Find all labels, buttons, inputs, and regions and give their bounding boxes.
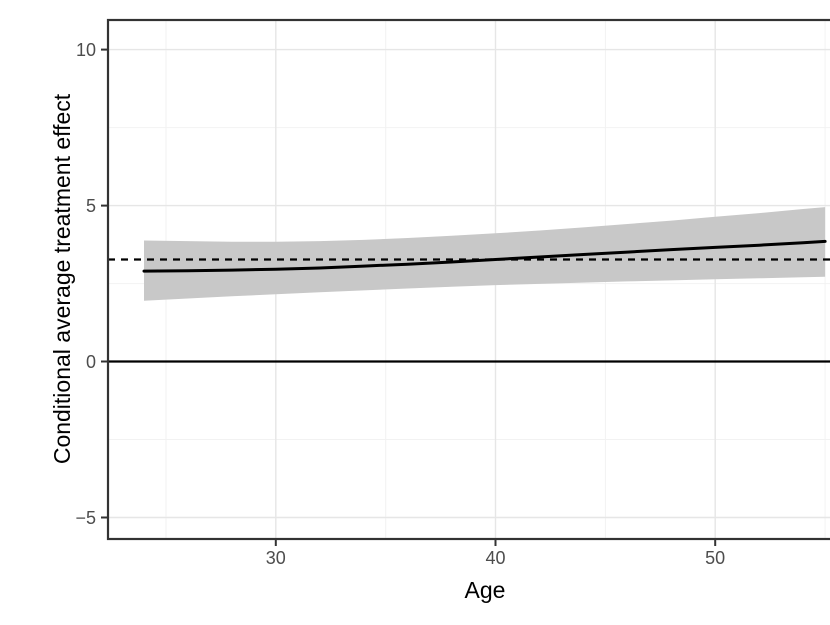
x-tick-label: 40: [485, 548, 505, 568]
y-tick-label: −5: [75, 508, 96, 528]
axis-tick-marks: [101, 48, 717, 546]
axis-tick-labels: 30 40 50 −5 0 5 10: [75, 40, 725, 568]
y-tick-label: 0: [86, 352, 96, 372]
y-axis-title: Conditional average treatment effect: [49, 93, 75, 464]
confidence-ribbon-group: [144, 207, 826, 301]
cate-vs-age-plot: 30 40 50 −5 0 5 10 Age Conditional average tre…: [40, 16, 830, 609]
confidence-ribbon: [144, 207, 826, 301]
x-tick-label: 50: [705, 548, 725, 568]
y-tick-label: 5: [86, 196, 96, 216]
cate-curve-group: [142, 239, 827, 273]
plot-panel-border: [106, 18, 830, 541]
chart-canvas: 30 40 50 −5 0 5 10 Age Conditional average tre…: [49, 18, 830, 603]
x-tick-label: 30: [266, 548, 286, 568]
cate-curve: [142, 239, 827, 273]
y-tick-label: 10: [76, 40, 96, 60]
x-axis-title: Age: [465, 577, 506, 603]
